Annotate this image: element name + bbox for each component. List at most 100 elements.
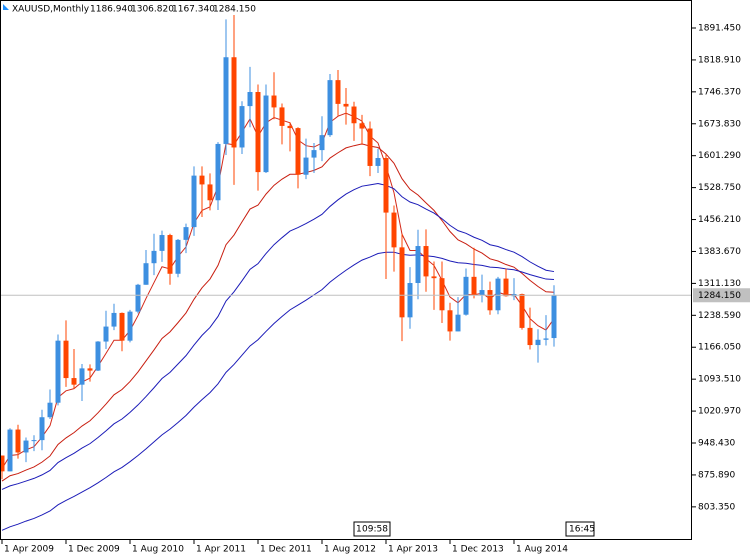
y-tick-label: 1746.370 — [698, 87, 741, 97]
candle-body — [87, 368, 93, 371]
y-tick-label: 1383.670 — [698, 247, 741, 257]
x-tick-label: 1 Dec 2009 — [68, 545, 120, 555]
candle-body — [135, 284, 141, 312]
moving-average-line — [1, 143, 555, 482]
candle-body — [151, 250, 157, 264]
candle-body — [167, 235, 173, 274]
candle-body — [183, 227, 189, 240]
candle-body — [263, 95, 269, 173]
candle-body — [7, 429, 13, 472]
candle-body — [383, 158, 389, 213]
price-box — [693, 288, 750, 303]
candle-body — [495, 278, 501, 311]
candle-body — [327, 80, 333, 136]
time-text: 16:45 — [569, 525, 595, 535]
candle-body — [367, 128, 373, 166]
candle-body — [503, 278, 509, 297]
x-tick-label: 1 Apr 2009 — [4, 545, 54, 555]
y-tick-label: 1456.210 — [698, 215, 741, 225]
candle-body — [47, 402, 53, 418]
y-tick-label: 1818.910 — [698, 55, 741, 65]
candle-body — [479, 290, 485, 296]
x-tick-label: 1 Apr 2011 — [196, 545, 246, 555]
x-tick-label: 1 Aug 2014 — [516, 545, 568, 555]
candle-body — [223, 57, 229, 144]
y-tick-label: 1891.450 — [698, 23, 741, 33]
candle-body — [319, 135, 325, 151]
candle-body — [231, 57, 237, 148]
candle-body — [191, 175, 197, 228]
candle-body — [255, 92, 261, 173]
candle-body — [463, 276, 469, 315]
candle-body — [279, 107, 285, 126]
x-tick-label: 1 Dec 2013 — [452, 545, 504, 555]
timer-prefix: 1 — [356, 525, 362, 535]
ohlc-close: 1284.150 — [213, 5, 256, 15]
y-tick-label: 1673.830 — [698, 119, 741, 129]
candle-body — [527, 327, 533, 346]
y-tick-label: 1166.050 — [698, 343, 741, 353]
plot-area — [0, 14, 692, 531]
candle-body — [407, 283, 413, 318]
candle-body — [343, 103, 349, 107]
price-box-label: 1284.150 — [698, 291, 741, 301]
candle-body — [519, 294, 525, 328]
ohlc-low: 1167.340 — [172, 5, 215, 15]
timer-text: 09:58 — [362, 525, 388, 535]
candle-body — [111, 312, 117, 327]
moving-average-line — [1, 183, 555, 490]
candle-body — [295, 128, 301, 175]
candle-body — [215, 143, 221, 201]
candle-body — [247, 92, 253, 107]
y-tick-label: 1311.130 — [698, 279, 741, 289]
candle-body — [399, 247, 405, 318]
candle-body — [455, 314, 461, 332]
ohlc-open: 1186.940 — [90, 5, 133, 15]
candle-body — [159, 235, 165, 251]
candle-body — [391, 212, 397, 248]
candle-body — [447, 310, 453, 332]
candle-body — [487, 290, 493, 311]
candle-body — [271, 95, 277, 108]
candle-body — [175, 239, 181, 274]
y-tick-label: 948.430 — [698, 439, 735, 449]
candle-body — [303, 157, 309, 175]
x-tick-label: 1 Aug 2010 — [132, 545, 184, 555]
candle-body — [0, 455, 5, 472]
moving-average-line — [1, 112, 555, 469]
candle-body — [119, 312, 125, 341]
candle-body — [375, 158, 381, 166]
candle-body — [471, 276, 477, 296]
candle-body — [287, 125, 293, 129]
candle-body — [103, 326, 109, 342]
plot-frame — [0, 0, 692, 540]
candle-body — [239, 106, 245, 148]
candle-body — [543, 338, 549, 340]
x-tick-label: 1 Dec 2011 — [260, 545, 312, 555]
y-tick-label: 803.350 — [698, 502, 735, 512]
title-icon — [3, 4, 9, 10]
x-tick-label: 1 Aug 2012 — [324, 545, 376, 555]
y-tick-label: 1093.510 — [698, 375, 741, 385]
candle-body — [31, 440, 37, 442]
candle-body — [431, 276, 437, 279]
chart-title: XAUUSD,Monthly — [12, 5, 90, 15]
candle-body — [439, 278, 445, 311]
candle-body — [95, 341, 101, 371]
candle-body — [79, 368, 85, 385]
candle-body — [127, 311, 133, 341]
time-box — [565, 521, 595, 537]
moving-average-line — [1, 251, 555, 531]
y-tick-label: 1238.590 — [698, 311, 741, 321]
y-tick-label: 1601.290 — [698, 151, 741, 161]
candle-body — [311, 150, 317, 158]
candle-body — [63, 340, 69, 379]
candle-body — [15, 429, 21, 453]
candle-body — [143, 263, 149, 285]
candle-body — [199, 175, 205, 185]
candle-body — [551, 295, 557, 339]
candle-body — [351, 106, 357, 124]
candle-body — [207, 184, 213, 201]
